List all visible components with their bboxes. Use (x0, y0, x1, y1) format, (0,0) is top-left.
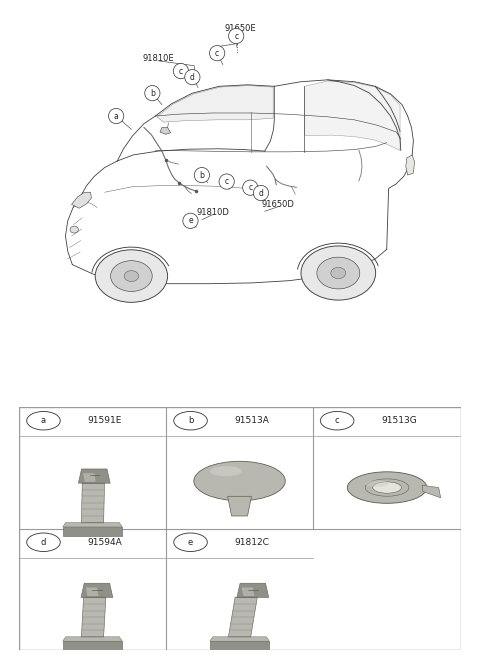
Text: 91650D: 91650D (262, 200, 295, 209)
Ellipse shape (124, 271, 139, 281)
Text: a: a (114, 112, 119, 120)
Ellipse shape (95, 250, 168, 302)
Text: c: c (179, 66, 183, 76)
Polygon shape (63, 641, 122, 650)
Circle shape (219, 174, 234, 189)
Ellipse shape (365, 480, 389, 487)
Circle shape (27, 411, 60, 430)
Polygon shape (305, 81, 400, 150)
Ellipse shape (194, 461, 285, 501)
Text: d: d (41, 538, 46, 547)
Text: 91513G: 91513G (381, 417, 417, 425)
Text: e: e (188, 538, 193, 547)
Circle shape (174, 411, 207, 430)
Ellipse shape (210, 466, 242, 476)
Circle shape (253, 185, 269, 200)
Polygon shape (228, 496, 252, 516)
Polygon shape (160, 127, 171, 134)
Text: 91810E: 91810E (142, 55, 174, 63)
Circle shape (243, 180, 258, 195)
Polygon shape (228, 597, 257, 637)
Text: b: b (188, 417, 193, 425)
Text: c: c (335, 417, 339, 425)
Text: c: c (234, 32, 238, 41)
Circle shape (194, 168, 209, 183)
Ellipse shape (110, 261, 152, 292)
Text: a: a (41, 417, 46, 425)
Text: 91810D: 91810D (197, 208, 230, 217)
Polygon shape (210, 637, 269, 641)
Circle shape (27, 533, 60, 551)
Circle shape (174, 533, 207, 551)
Ellipse shape (317, 257, 360, 289)
Polygon shape (210, 641, 269, 650)
Circle shape (183, 213, 198, 229)
Polygon shape (82, 597, 106, 637)
Circle shape (173, 64, 189, 79)
Polygon shape (241, 587, 254, 596)
Text: c: c (248, 183, 252, 192)
Polygon shape (422, 486, 441, 498)
Polygon shape (157, 85, 273, 122)
Polygon shape (63, 637, 122, 641)
Ellipse shape (331, 267, 346, 279)
Polygon shape (406, 155, 415, 175)
Text: c: c (215, 49, 219, 58)
Ellipse shape (373, 482, 401, 493)
Ellipse shape (348, 472, 427, 503)
Polygon shape (78, 469, 110, 483)
Text: 91594A: 91594A (88, 538, 122, 547)
Polygon shape (81, 583, 113, 597)
Text: d: d (259, 189, 264, 198)
Text: 91812C: 91812C (235, 538, 270, 547)
Polygon shape (72, 193, 91, 208)
Ellipse shape (301, 246, 376, 300)
Text: 91591E: 91591E (88, 417, 122, 425)
Circle shape (108, 108, 124, 124)
Circle shape (145, 85, 160, 101)
Ellipse shape (228, 481, 269, 493)
Polygon shape (237, 583, 269, 597)
Circle shape (185, 70, 200, 85)
Text: b: b (150, 89, 155, 98)
Polygon shape (63, 527, 122, 535)
Ellipse shape (70, 226, 78, 233)
Polygon shape (86, 587, 98, 596)
Polygon shape (63, 522, 122, 527)
Text: d: d (190, 73, 195, 81)
Polygon shape (82, 483, 105, 522)
Text: e: e (188, 216, 193, 225)
Text: b: b (200, 171, 204, 179)
Circle shape (209, 45, 225, 61)
Text: 91513A: 91513A (235, 417, 270, 425)
Text: c: c (225, 177, 229, 186)
Polygon shape (83, 473, 96, 482)
Text: 91650E: 91650E (224, 24, 256, 33)
Circle shape (320, 411, 354, 430)
Circle shape (228, 28, 244, 43)
